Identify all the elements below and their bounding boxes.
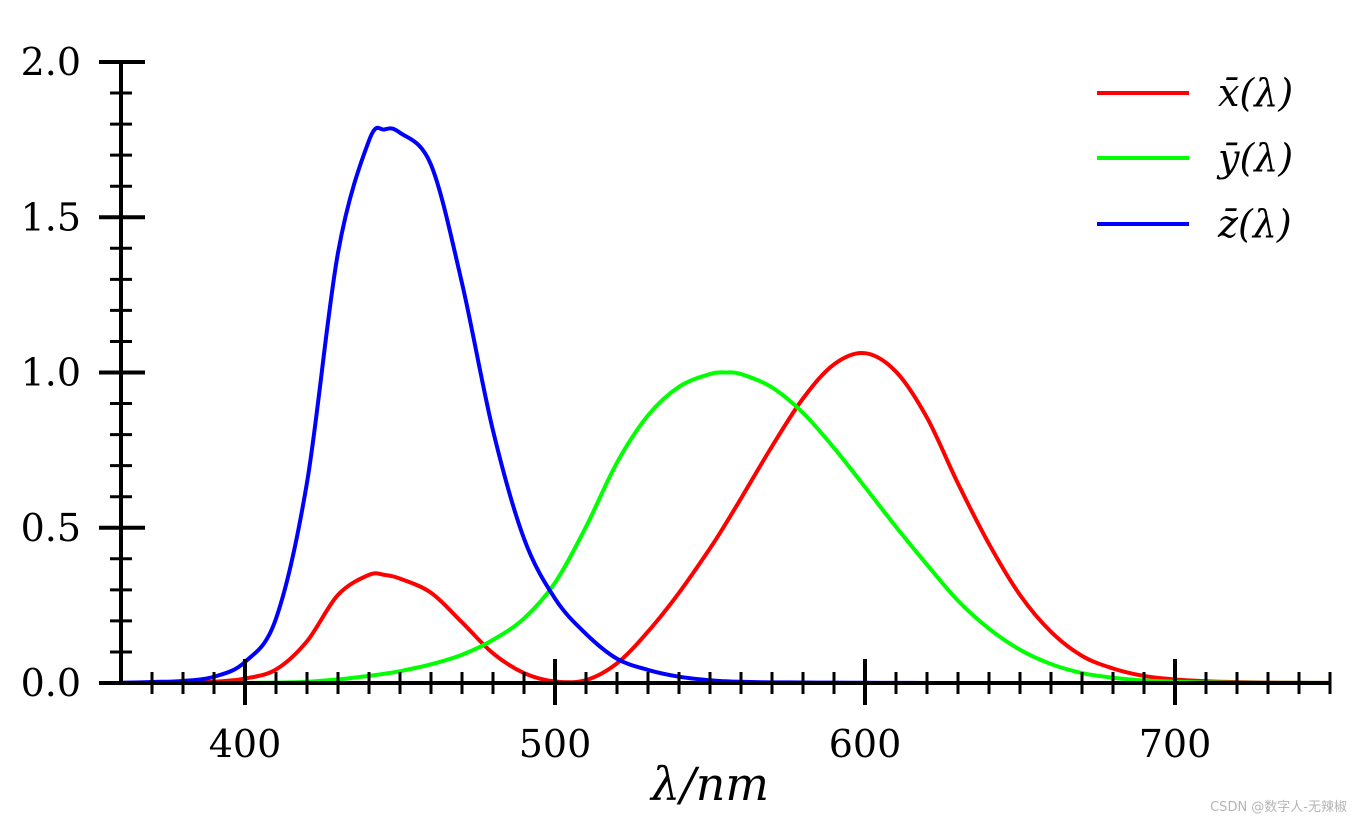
axes-layer [99, 60, 1332, 705]
y-tick-label: 0.5 [21, 506, 81, 550]
series-layer [120, 125, 1331, 686]
x-tick-label: 700 [1139, 722, 1212, 766]
watermark: CSDN @数字人-无辣椒 [1210, 800, 1347, 815]
legend-label-1: x̄(λ) [1218, 71, 1293, 115]
y-tick-label: 1.0 [21, 351, 81, 395]
labels-layer: 0.0 0.5 1.0 1.5 2.0 400 500 600 700 λ/nm [21, 40, 1212, 811]
y-tick-label: 1.5 [21, 195, 81, 239]
x-tick-label: 400 [209, 722, 282, 766]
legend-label-2: ȳ(λ) [1216, 136, 1293, 180]
x-axis-title: λ/nm [649, 757, 769, 811]
z-bar-series-line [120, 125, 1330, 686]
y-tick-label: 0.0 [21, 661, 81, 705]
legend-label-3: z̄(λ) [1217, 202, 1292, 246]
x-tick-label: 600 [829, 722, 902, 766]
y-tick-label: 2.0 [21, 40, 81, 84]
x-tick-label: 500 [519, 722, 592, 766]
x-bar-series-line [120, 351, 1331, 685]
legend: x̄(λ) ȳ(λ) z̄(λ) [1097, 71, 1293, 246]
